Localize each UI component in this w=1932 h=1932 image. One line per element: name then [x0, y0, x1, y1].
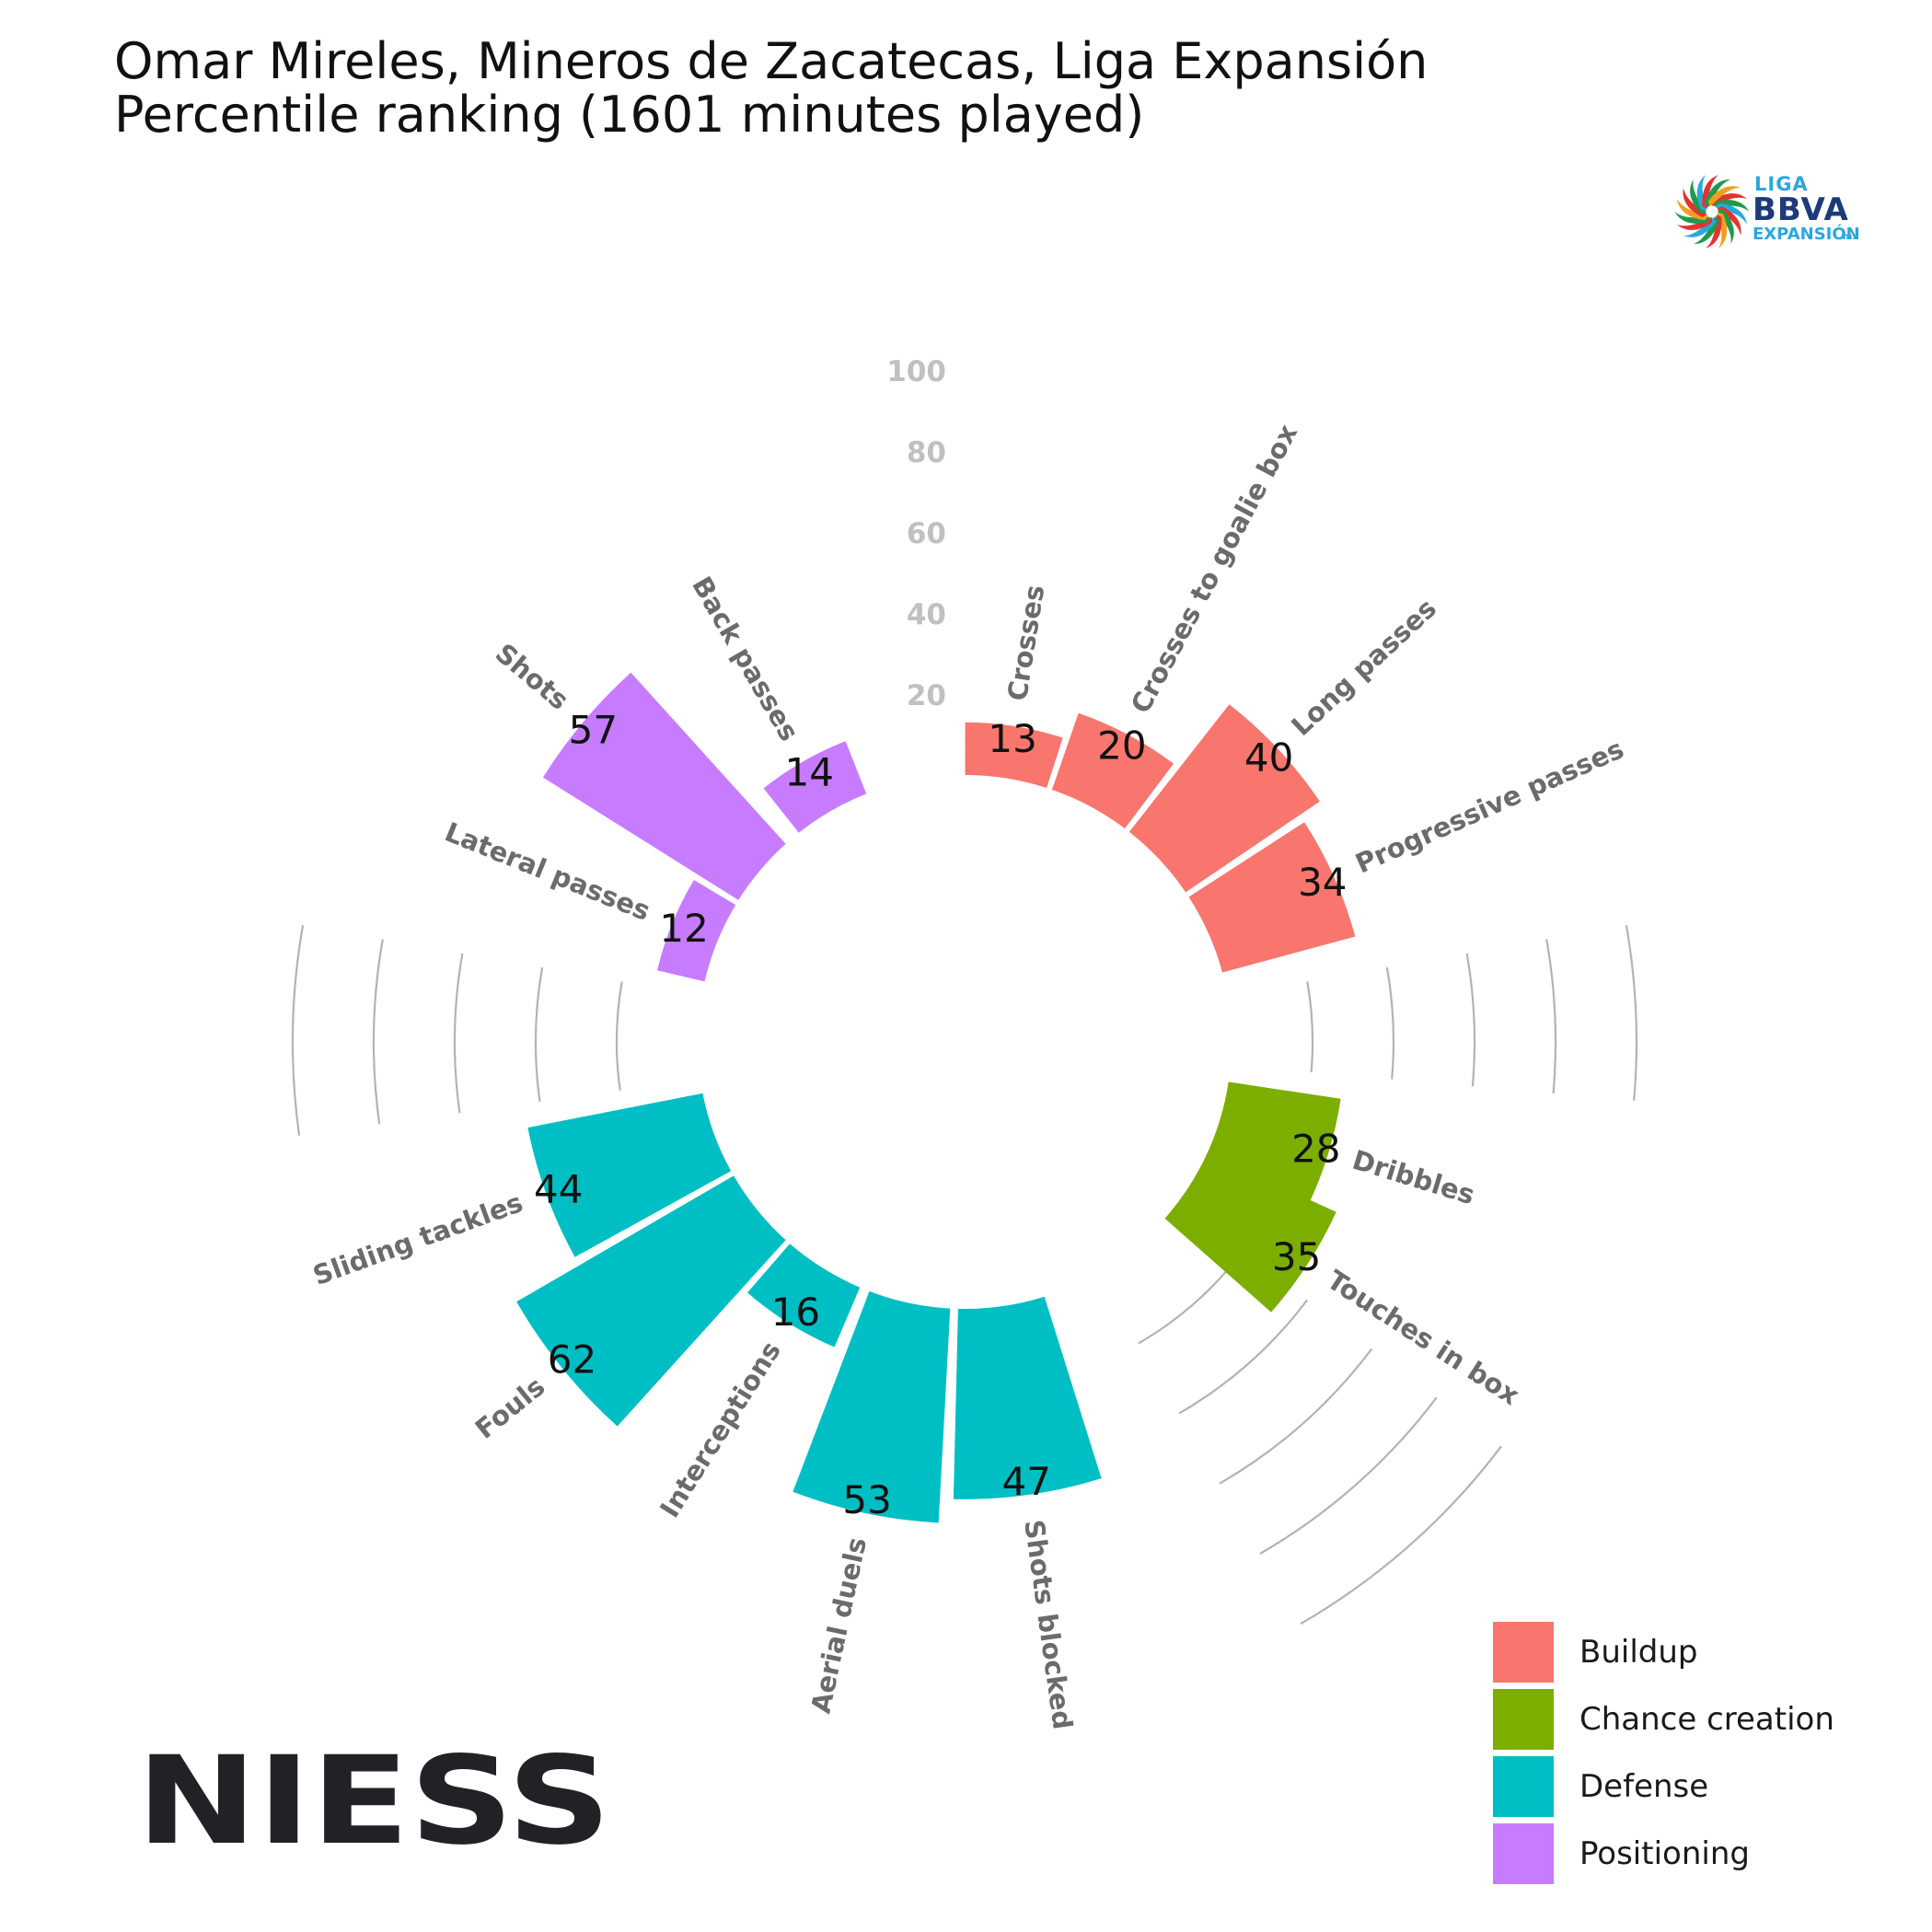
bar-crosses	[965, 722, 1063, 788]
radial-tick-label: 20	[907, 679, 946, 712]
radial-tick-label: 40	[907, 598, 946, 631]
category-label-sliding-tackles: Sliding tackles	[309, 1186, 527, 1291]
category-label-long-passes: Long passes	[1285, 593, 1442, 742]
value-label-lateral-passes: 12	[659, 906, 708, 951]
legend-swatch-defense	[1493, 1755, 1554, 1817]
value-label-crosses-to-goalie-box: 20	[1097, 723, 1146, 769]
bar-sliding-tackles	[527, 1093, 732, 1257]
legend-swatch-positioning	[1493, 1822, 1554, 1884]
grid-arc-80-3	[372, 939, 384, 1125]
bar-dribbles	[1206, 1082, 1341, 1206]
title-line-2: Percentile ranking (1601 minutes played)	[114, 86, 1145, 144]
value-label-interceptions: 16	[771, 1290, 820, 1335]
bar-aerial-duels	[792, 1290, 951, 1523]
category-label-fouls: Fouls	[469, 1371, 551, 1445]
legend-label-positioning: Positioning	[1579, 1834, 1750, 1872]
grid-arc-100-1	[1625, 925, 1638, 1101]
value-label-aerial-duels: 53	[842, 1477, 891, 1522]
logo-text-4: mx	[1843, 232, 1858, 242]
value-label-dribbles: 28	[1291, 1127, 1340, 1172]
value-label-fouls: 62	[548, 1336, 596, 1382]
grid-arc-20-3	[615, 981, 623, 1091]
category-label-crosses: Crosses	[1001, 583, 1050, 703]
grid-arc-100-3	[291, 925, 305, 1136]
chart-title: Omar Mireles, Mineros de Zacatecas, Liga…	[114, 35, 1428, 142]
category-label-aerial-duels: Aerial duels	[804, 1534, 873, 1716]
value-label-long-passes: 40	[1244, 735, 1293, 781]
logo-text-2: BBVA	[1753, 191, 1849, 228]
logo-text-1: LIGA	[1754, 173, 1809, 195]
bar-back-passes	[763, 741, 867, 833]
value-label-shots: 57	[569, 707, 618, 752]
grid-arc-80-1	[1545, 939, 1557, 1094]
brand-wordmark: NIESS	[136, 1730, 611, 1872]
legend-swatch-buildup	[1493, 1621, 1554, 1683]
legend-label-chance-creation: Chance creation	[1579, 1700, 1834, 1738]
value-label-progressive-passes: 34	[1298, 860, 1347, 905]
category-label-dribbles: Dribbles	[1349, 1144, 1479, 1210]
bar-progressive-passes	[1188, 822, 1356, 973]
value-label-touches-in-box: 35	[1272, 1234, 1321, 1279]
grid-arc-60-3	[453, 953, 464, 1114]
bar-long-passes	[1128, 704, 1320, 893]
bar-shots	[542, 672, 786, 900]
brand-wordmark-text: NIESS	[136, 1747, 611, 1856]
category-label-shots: Shots	[490, 637, 575, 716]
legend-item-buildup: Buildup	[1493, 1618, 1834, 1685]
category-label-shots-blocked: Shots blocked	[1018, 1518, 1079, 1731]
legend-swatch-chance-creation	[1493, 1688, 1554, 1750]
grid-arc-40-3	[534, 966, 544, 1103]
legend-label-defense: Defense	[1579, 1767, 1709, 1805]
category-label-progressive-passes: Progressive passes	[1350, 733, 1628, 879]
bar-lateral-passes	[657, 880, 736, 982]
legend-label-buildup: Buildup	[1579, 1633, 1698, 1671]
grid-arc-40-1	[1385, 966, 1395, 1080]
bar-interceptions	[747, 1244, 861, 1348]
grid-arc-60-2	[1219, 1348, 1373, 1485]
bar-crosses-to-goalie-box	[1051, 712, 1174, 829]
brand-logo: NIESS	[136, 1730, 615, 1872]
radial-tick-label: 60	[907, 517, 946, 550]
category-label-touches-in-box: Touches in box	[1322, 1264, 1525, 1411]
bar-shots-blocked	[953, 1296, 1102, 1499]
chart-legend: Buildup Chance creation Defense Position…	[1493, 1618, 1834, 1887]
legend-item-positioning: Positioning	[1493, 1820, 1834, 1887]
category-label-lateral-passes: Lateral passes	[441, 816, 655, 927]
value-label-back-passes: 14	[784, 750, 833, 795]
category-label-crosses-to-goalie-box: Crosses to goalie box	[1125, 419, 1304, 718]
logo-text-3: EXPANSIÓN	[1753, 225, 1860, 244]
radial-tick-label: 100	[886, 355, 946, 388]
value-label-crosses: 13	[988, 716, 1036, 761]
value-label-sliding-tackles: 44	[534, 1167, 583, 1212]
value-label-shots-blocked: 47	[1001, 1459, 1050, 1504]
title-line-1: Omar Mireles, Mineros de Zacatecas, Liga…	[114, 32, 1429, 90]
league-logo-swirl-icon	[1674, 175, 1750, 249]
category-label-back-passes: Back passes	[686, 572, 804, 746]
grid-arc-80-2	[1259, 1396, 1438, 1555]
radial-tick-label: 80	[907, 436, 946, 469]
bar-touches-in-box	[1164, 1152, 1336, 1313]
legend-item-defense: Defense	[1493, 1753, 1834, 1820]
league-logo: LIGA BBVA EXPANSIÓN mx	[1673, 173, 1860, 252]
grid-arc-100-2	[1300, 1445, 1502, 1625]
grid-arc-60-1	[1465, 953, 1476, 1087]
grid-arc-20-1	[1306, 981, 1314, 1072]
bar-fouls	[516, 1175, 786, 1427]
category-label-interceptions: Interceptions	[654, 1336, 787, 1522]
grid-arc-40-2	[1178, 1299, 1309, 1415]
legend-item-chance-creation: Chance creation	[1493, 1685, 1834, 1753]
